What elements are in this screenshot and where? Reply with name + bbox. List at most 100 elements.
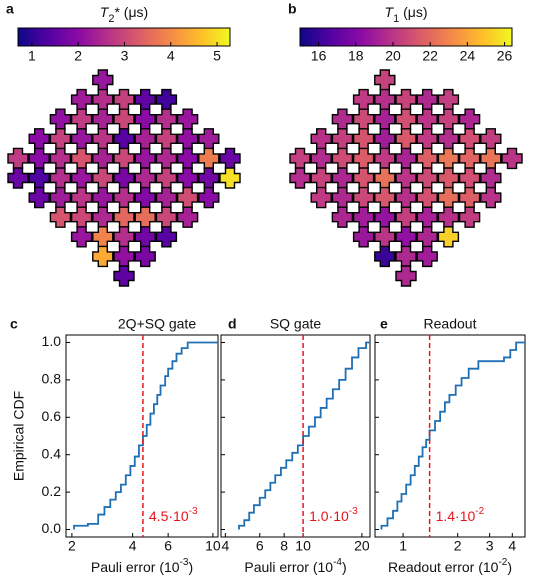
qubit [352, 88, 375, 111]
qubit [437, 108, 460, 130]
qubit [395, 206, 417, 228]
qubit [395, 167, 417, 189]
qubit [92, 69, 114, 91]
qubit [416, 206, 438, 228]
qubit [198, 147, 220, 170]
qubit [92, 245, 114, 268]
qubit [92, 206, 114, 228]
qubit [113, 108, 135, 130]
x-axis-label-part: -3 [180, 557, 189, 568]
qubit [458, 108, 481, 130]
qubit [480, 147, 502, 170]
median-label: 4.5·10-3 [149, 506, 198, 524]
qubit [155, 128, 178, 150]
qubit [458, 167, 481, 189]
qubit [219, 147, 241, 170]
x-axis-label: Pauli error (10-4) [244, 557, 346, 575]
y-tick-label: 0.2 [42, 483, 62, 499]
qubit [416, 147, 438, 170]
qubit [416, 245, 438, 268]
colorbar-label: T1 (μs) [385, 4, 428, 25]
cdf-line [380, 341, 525, 530]
qubit [374, 147, 396, 170]
qubit [416, 128, 438, 150]
y-tick-label: 0.4 [42, 445, 62, 461]
qubit [352, 167, 375, 189]
colorbar-label-part: (μs) [399, 4, 427, 20]
median-label: 1.4·10-2 [436, 506, 485, 524]
colorbar-label-part: T [385, 4, 395, 20]
qubit [352, 128, 375, 150]
qubit [70, 128, 93, 150]
qubit [458, 147, 481, 170]
qubit [92, 128, 114, 150]
colorbar-tick-label: 1 [28, 48, 36, 64]
panel-title: 2Q+SQ gate [118, 316, 196, 332]
colorbar-label-part: 1 [393, 13, 399, 25]
qubit [395, 108, 417, 130]
qubit [113, 167, 135, 189]
qubit [310, 147, 332, 170]
qubit [134, 167, 156, 189]
x-axis-label-part: Pauli error (10 [91, 559, 180, 575]
qubit [352, 206, 375, 228]
qubit [437, 206, 460, 228]
y-axis-label: Empirical CDF [11, 391, 27, 481]
colorbar-tick-label: 16 [311, 48, 327, 64]
qubit [70, 186, 93, 209]
qubit [134, 186, 156, 209]
x-axis-label-part: ) [188, 559, 193, 575]
x-tick-label: 10 [205, 538, 221, 554]
qubit [331, 147, 354, 170]
x-axis-label-part: Pauli error (10 [244, 559, 333, 575]
median-label-part: -2 [475, 506, 484, 517]
qubit [176, 128, 199, 150]
qubit [49, 147, 72, 170]
x-tick-label: 8 [280, 538, 288, 554]
qubit [416, 108, 438, 130]
qubit [92, 167, 114, 189]
qubit [155, 167, 178, 189]
qubit [28, 147, 50, 170]
x-axis-label: Pauli error (10-3) [91, 557, 193, 575]
colorbar-label-part: 2 [108, 13, 114, 25]
qubit [113, 226, 135, 248]
qubit [49, 128, 72, 150]
plot-frame [220, 334, 371, 538]
qubit [395, 226, 417, 248]
qubit [289, 167, 311, 189]
median-label-part: 4.5·10 [149, 508, 189, 524]
qubit [289, 147, 311, 170]
x-axis-label-part: -4 [333, 557, 342, 568]
qubit [134, 245, 156, 268]
qubit [198, 128, 220, 150]
colorbar-tick-label: 20 [385, 48, 401, 64]
qubit [134, 206, 156, 228]
qubit [395, 147, 417, 170]
qubit [113, 147, 135, 170]
qubit [374, 245, 396, 268]
qubit [374, 88, 396, 111]
qubit [437, 88, 460, 111]
x-tick-label: 1 [399, 538, 407, 554]
qubit [310, 186, 332, 209]
x-tick-label: 4 [508, 538, 516, 554]
qubit [113, 206, 135, 228]
qubit [176, 167, 199, 189]
y-tick-label: 0.0 [42, 520, 62, 536]
qubit [437, 147, 460, 170]
qubit [92, 226, 114, 248]
qubit [7, 167, 29, 189]
qubit [374, 69, 396, 91]
qubit [331, 206, 354, 228]
qubit [70, 226, 93, 248]
qubit [416, 167, 438, 189]
qubit [198, 186, 220, 209]
qubit [416, 88, 438, 111]
panel-letter: e [380, 316, 388, 332]
colorbar-tick-label: 4 [167, 48, 175, 64]
x-axis-label-part: ) [342, 559, 347, 575]
cdf-line [73, 341, 218, 530]
qubit [458, 128, 481, 150]
